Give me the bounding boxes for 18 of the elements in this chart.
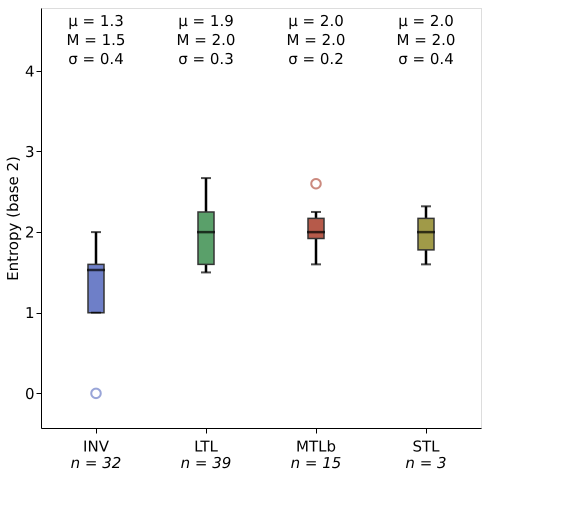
annotation: μ = 1.3 M = 1.5 σ = 0.4 [66,12,126,68]
annotation: μ = 2.0 M = 2.0 σ = 0.4 [396,12,456,68]
x-tick-label: INV [83,438,110,456]
y-tick-label: 0 [24,384,34,403]
x-tick-label: LTL [194,438,219,456]
annotation: μ = 2.0 M = 2.0 σ = 0.2 [286,12,346,68]
annotation: μ = 1.9 M = 2.0 σ = 0.3 [176,12,236,68]
y-tick-label: 1 [24,304,34,322]
y-tick-label: 4 [24,62,34,80]
text: n = 3 [405,454,447,472]
text: n = 39 [180,454,232,472]
y-tick-label: 2 [24,224,34,242]
text: n = 32 [70,454,122,472]
y-axis-title: Entropy (base 2) [4,156,22,281]
x-tick-label: STL [412,438,440,456]
y-tick-label: 3 [24,142,34,161]
x-tick-label: MTLb [296,438,336,456]
text: n = 15 [290,454,342,472]
